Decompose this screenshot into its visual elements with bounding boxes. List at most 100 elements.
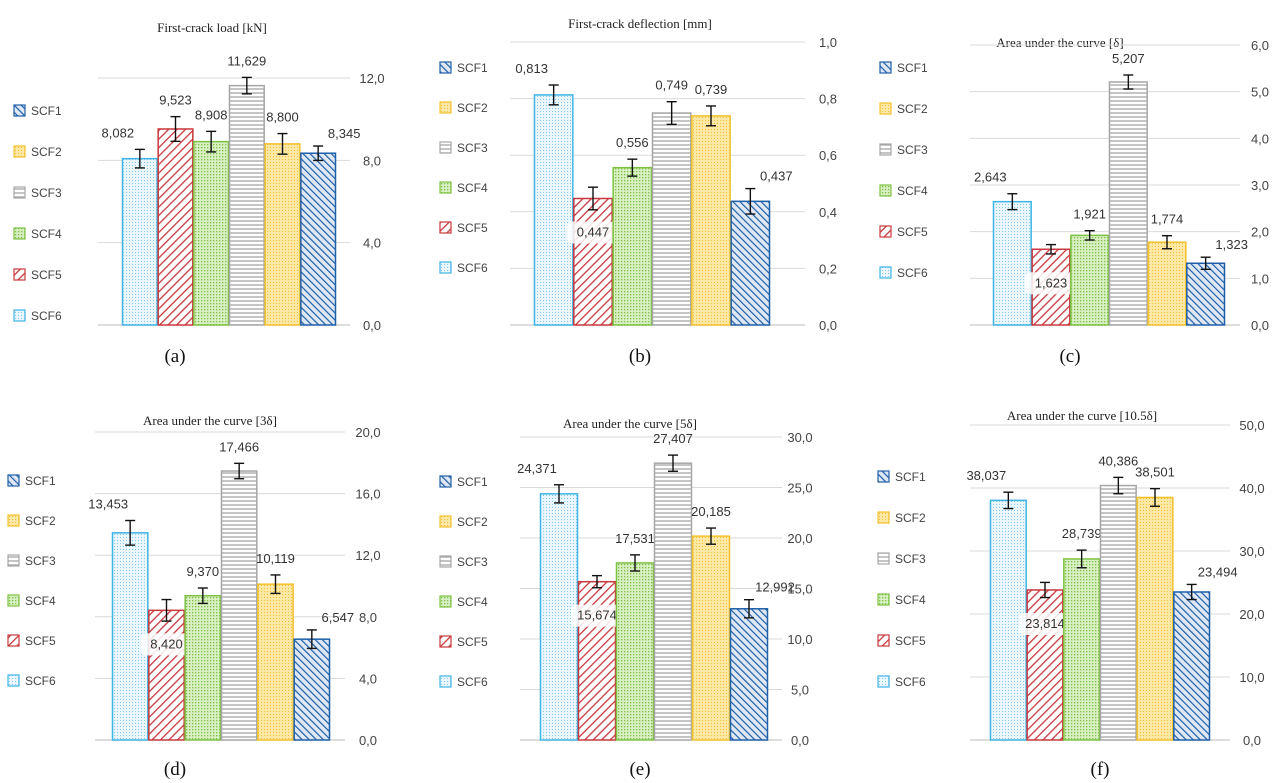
legend-label: SCF5: [31, 268, 62, 282]
legend-item-scf2: SCF2: [7, 514, 56, 528]
data-label-scf6: 0,813: [515, 61, 548, 76]
error-bar-scf1: [1200, 256, 1211, 271]
y-tick-label: 12,0: [359, 71, 384, 86]
legend-item-scf2: SCF2: [877, 511, 926, 525]
legend-swatch: [13, 145, 26, 158]
error-bar-scf1: [306, 629, 317, 650]
data-label-bg: [1019, 612, 1071, 635]
legend-item-scf1: SCF1: [439, 61, 488, 75]
data-label-scf3: 40,386: [1098, 453, 1138, 468]
data-label-scf2: 10,119: [256, 551, 295, 566]
data-label-scf5: 15,674: [577, 608, 617, 623]
bar-scf2: [257, 583, 294, 741]
error-bar-scf6: [134, 148, 145, 169]
data-label-scf3: 5,207: [1112, 51, 1145, 66]
bar-scf4: [1063, 558, 1101, 741]
error-bar-scf3: [668, 454, 678, 472]
legend-swatch: [7, 594, 20, 607]
data-label-scf2: 8,800: [266, 110, 299, 125]
legend-swatch: [877, 511, 890, 524]
legend-swatch: [879, 61, 892, 74]
legend-swatch: [13, 309, 26, 322]
legend-swatch: [13, 268, 26, 281]
data-label-scf1: 12,992: [755, 580, 795, 595]
data-label-scf2: 38,501: [1135, 465, 1175, 480]
legend-label: SCF2: [457, 515, 488, 529]
legend-item-scf3: SCF3: [7, 554, 56, 568]
legend-label: SCF4: [457, 181, 488, 195]
data-label-scf3: 27,407: [653, 431, 693, 446]
bar-scf3: [653, 462, 693, 741]
legend-swatch: [7, 674, 20, 687]
legend-item-scf6: SCF6: [13, 309, 62, 323]
legend-label: SCF2: [457, 101, 488, 115]
legend-item-scf4: SCF4: [879, 184, 928, 198]
error-bar-scf3: [666, 101, 677, 126]
bar-scf3: [220, 470, 258, 741]
error-bar-scf4: [206, 130, 217, 153]
data-label-scf3: 17,466: [219, 439, 259, 454]
bar-scf1: [1186, 262, 1226, 326]
error-bar-scf6: [1007, 193, 1018, 211]
legend-swatch: [877, 675, 890, 688]
legend-item-scf6: SCF6: [439, 261, 488, 275]
legend-item-scf6: SCF6: [439, 675, 488, 689]
legend-label: SCF3: [31, 186, 62, 200]
y-tick-label: 5,0: [1251, 85, 1269, 100]
legend-item-scf4: SCF4: [7, 594, 56, 608]
legend-label: SCF3: [25, 554, 56, 568]
panel-label: (b): [629, 346, 651, 367]
error-bar-scf1: [745, 187, 756, 215]
error-bar-scf3: [1113, 476, 1124, 495]
legend-label: SCF5: [25, 634, 56, 648]
legend-swatch: [877, 593, 890, 606]
legend-label: SCF3: [897, 143, 928, 157]
y-tick-label: 0,8: [819, 92, 837, 107]
legend-item-scf4: SCF4: [877, 593, 926, 607]
error-bar-scf3: [1123, 74, 1134, 90]
legend-item-scf3: SCF3: [439, 141, 488, 155]
legend-label: SCF3: [457, 555, 488, 569]
data-label-scf6: 13,453: [88, 497, 128, 512]
error-bar-scf6: [548, 84, 559, 106]
panel-label: (c): [1059, 346, 1080, 367]
legend-label: SCF6: [897, 266, 928, 280]
legend-swatch: [439, 61, 452, 74]
legend-item-scf1: SCF1: [879, 61, 928, 75]
data-label-scf4: 1,921: [1073, 207, 1106, 222]
y-tick-label: 6,0: [1251, 38, 1269, 53]
legend-label: SCF5: [457, 635, 488, 649]
data-label-scf1: 0,437: [760, 169, 793, 184]
chart-title: Area under the curve [3δ]: [143, 413, 277, 428]
data-label-bg: [140, 633, 193, 656]
legend-swatch: [879, 225, 892, 238]
legend-item-scf5: SCF5: [879, 225, 928, 239]
legend-swatch: [877, 634, 890, 647]
bar-scf5: [157, 128, 194, 326]
legend-item-scf1: SCF1: [877, 470, 926, 484]
y-tick-label: 20,0: [1239, 607, 1264, 622]
error-bar-scf2: [277, 132, 288, 155]
y-tick-label: 0,6: [819, 148, 837, 163]
data-label-scf6: 8,082: [102, 125, 135, 140]
chart-panel-4: Area under the curve [3δ] 0,0 4,0 8,0 12,0 16…: [7, 413, 381, 780]
data-label-scf3: 0,749: [655, 78, 688, 93]
data-label-bg: [1025, 272, 1077, 295]
y-tick-label: 4,0: [359, 671, 377, 686]
legend-item-scf1: SCF1: [7, 474, 56, 488]
error-bar-scf5: [161, 598, 172, 622]
bar-scf2: [691, 115, 731, 326]
y-tick-label: 30,0: [1239, 544, 1264, 559]
error-bar-scf2: [270, 574, 281, 595]
bar-scf5: [148, 609, 185, 741]
data-label-scf4: 17,531: [615, 531, 655, 546]
legend-item-scf5: SCF5: [7, 634, 56, 648]
legend-label: SCF6: [895, 675, 926, 689]
legend-item-scf5: SCF5: [439, 635, 488, 649]
legend-label: SCF1: [897, 61, 928, 75]
chart-panel-5: Area under the curve [5δ] 0,0 5,0 10,0 15,0 2…: [439, 416, 813, 780]
chart-title: Area under the curve [5δ]: [563, 416, 697, 431]
bar-scf3: [1108, 81, 1148, 326]
legend-swatch: [439, 475, 452, 488]
